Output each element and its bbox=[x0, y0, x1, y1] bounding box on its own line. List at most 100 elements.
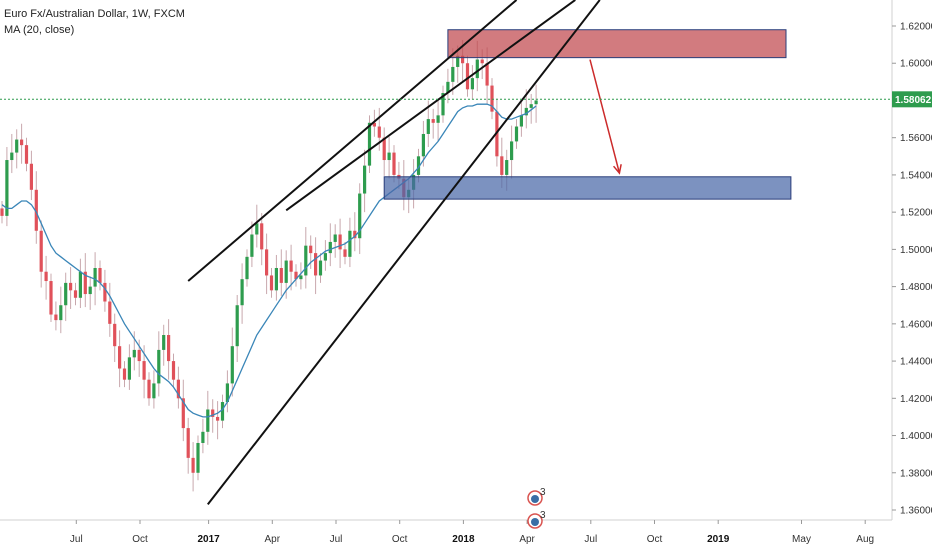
candle-up bbox=[127, 357, 131, 380]
candle-up bbox=[505, 160, 509, 175]
candle-up bbox=[348, 230, 352, 257]
candle-down bbox=[98, 268, 102, 283]
event-badges[interactable]: 33 bbox=[527, 487, 546, 529]
candle-up bbox=[5, 160, 9, 216]
candle-down bbox=[113, 323, 117, 347]
candle-down bbox=[167, 335, 171, 362]
current-price-label: 1.58062 bbox=[895, 95, 932, 106]
trendlines bbox=[187, 0, 622, 506]
candle-up bbox=[475, 59, 479, 79]
price-tick-label: 1.38000 bbox=[900, 468, 932, 479]
resistance-zone[interactable] bbox=[447, 29, 787, 59]
arrowhead-icon bbox=[613, 164, 622, 175]
candle-down bbox=[265, 249, 269, 276]
candle-down bbox=[392, 152, 396, 175]
candle-up bbox=[201, 431, 205, 443]
candle-down bbox=[465, 63, 470, 90]
support-zone[interactable] bbox=[383, 176, 792, 200]
candle-up bbox=[436, 115, 440, 123]
candle-down bbox=[191, 457, 195, 473]
time-tick-label: Oct bbox=[392, 534, 408, 545]
time-tick-label: Jul bbox=[70, 534, 83, 545]
candle-up bbox=[323, 253, 327, 261]
price-tick-label: 1.40000 bbox=[900, 431, 932, 442]
price-tick-label: 1.42000 bbox=[900, 394, 932, 405]
time-tick-label: Oct bbox=[647, 534, 663, 545]
candle-down bbox=[260, 223, 264, 250]
candle-down bbox=[171, 361, 176, 380]
candle-up bbox=[529, 104, 533, 108]
time-tick-label: Oct bbox=[132, 534, 148, 545]
candle-down bbox=[490, 85, 494, 112]
time-tick-label: Apr bbox=[265, 534, 281, 545]
time-tick-label: Aug bbox=[856, 534, 874, 545]
candle-up bbox=[524, 107, 528, 116]
event-count: 3 bbox=[540, 510, 546, 521]
candle-up bbox=[255, 223, 259, 235]
candle-up bbox=[284, 260, 288, 283]
candle-up bbox=[15, 139, 19, 153]
candle-up bbox=[514, 126, 519, 142]
time-tick-label: 2017 bbox=[197, 534, 220, 545]
candle-up bbox=[132, 349, 136, 358]
price-tick-label: 1.52000 bbox=[900, 208, 932, 219]
candle-up bbox=[426, 119, 430, 134]
candle-up bbox=[245, 256, 249, 280]
candle-up bbox=[387, 152, 391, 161]
candle-down bbox=[353, 230, 357, 239]
candle-up bbox=[299, 275, 303, 280]
time-tick-label: May bbox=[792, 534, 811, 545]
candle-down bbox=[269, 275, 274, 291]
candle-down bbox=[39, 230, 43, 272]
candle-down bbox=[279, 268, 283, 283]
candle-down bbox=[431, 119, 435, 123]
price-tick-label: 1.46000 bbox=[900, 319, 932, 330]
candle-up bbox=[152, 383, 156, 399]
zones bbox=[383, 29, 792, 200]
candle-up bbox=[333, 234, 337, 242]
candle-down bbox=[137, 349, 141, 362]
candle-down bbox=[44, 271, 48, 282]
target-arrow[interactable] bbox=[589, 59, 621, 174]
candle-up bbox=[328, 241, 332, 254]
price-tick-label: 1.36000 bbox=[900, 506, 932, 517]
candle-down bbox=[211, 409, 215, 417]
candle-down bbox=[485, 63, 489, 86]
candle-down bbox=[309, 245, 313, 254]
candle-up bbox=[510, 141, 514, 161]
time-tick-label: Jul bbox=[330, 534, 343, 545]
candle-down bbox=[108, 301, 112, 324]
candle-up bbox=[416, 156, 421, 175]
candle-up bbox=[225, 383, 229, 403]
candle-down bbox=[69, 282, 73, 291]
candle-up bbox=[64, 282, 68, 306]
chart-title: Euro Fx/Australian Dollar, 1W, FXCM bbox=[4, 8, 185, 20]
candle-down bbox=[461, 55, 465, 64]
candle-down bbox=[377, 126, 381, 138]
candle-down bbox=[49, 281, 53, 315]
candle-down bbox=[24, 145, 29, 164]
candle-up bbox=[230, 346, 234, 384]
candle-down bbox=[118, 346, 122, 369]
candle-down bbox=[142, 361, 146, 380]
candle-down bbox=[500, 156, 504, 175]
trendline[interactable] bbox=[207, 0, 601, 506]
trendline[interactable] bbox=[187, 0, 518, 282]
candle-down bbox=[343, 249, 347, 257]
candle-up bbox=[358, 193, 362, 239]
candle-up bbox=[157, 349, 161, 384]
ma-line bbox=[1, 103, 537, 418]
candle-down bbox=[29, 163, 33, 190]
globe-icon bbox=[531, 518, 539, 526]
candle-down bbox=[372, 122, 376, 127]
candle-up bbox=[534, 100, 538, 105]
candle-up bbox=[196, 442, 200, 473]
trendline[interactable] bbox=[285, 0, 576, 212]
globe-icon bbox=[531, 495, 539, 503]
candle-down bbox=[480, 59, 484, 64]
candle-down bbox=[294, 271, 298, 280]
time-tick-label: Jul bbox=[584, 534, 597, 545]
candle-down bbox=[147, 379, 151, 399]
current-price-tag bbox=[892, 91, 932, 108]
